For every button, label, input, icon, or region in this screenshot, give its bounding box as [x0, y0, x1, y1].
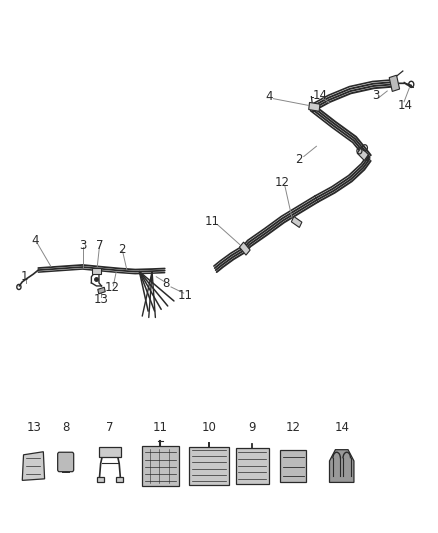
- Text: 4: 4: [31, 235, 39, 247]
- Polygon shape: [329, 450, 353, 482]
- Text: 12: 12: [274, 175, 289, 189]
- Polygon shape: [389, 75, 399, 92]
- Text: 11: 11: [177, 289, 192, 302]
- Text: 13: 13: [27, 421, 42, 434]
- Polygon shape: [239, 242, 250, 255]
- Polygon shape: [92, 268, 100, 273]
- FancyBboxPatch shape: [98, 447, 121, 457]
- Text: 2: 2: [118, 243, 125, 256]
- Text: 3: 3: [371, 88, 378, 102]
- Text: 12: 12: [105, 281, 120, 295]
- Text: 7: 7: [106, 421, 113, 434]
- Text: 2: 2: [294, 152, 302, 166]
- FancyBboxPatch shape: [189, 447, 228, 485]
- Polygon shape: [308, 102, 319, 111]
- Polygon shape: [22, 452, 45, 480]
- FancyBboxPatch shape: [57, 452, 74, 472]
- Text: 10: 10: [201, 421, 216, 434]
- Text: 14: 14: [396, 99, 411, 112]
- Text: 13: 13: [93, 293, 108, 306]
- Text: 4: 4: [265, 90, 272, 103]
- Text: 11: 11: [204, 215, 219, 228]
- Text: 1: 1: [21, 270, 28, 283]
- Polygon shape: [291, 216, 301, 228]
- Polygon shape: [98, 287, 105, 294]
- Text: 8: 8: [62, 421, 69, 434]
- Text: 14: 14: [333, 421, 348, 434]
- Text: 14: 14: [311, 88, 327, 102]
- Text: 8: 8: [162, 277, 169, 290]
- Text: 9: 9: [248, 421, 255, 434]
- FancyBboxPatch shape: [142, 446, 178, 486]
- Text: 3: 3: [79, 238, 86, 252]
- FancyBboxPatch shape: [235, 448, 268, 484]
- FancyBboxPatch shape: [279, 450, 306, 482]
- Text: 12: 12: [285, 421, 300, 434]
- Polygon shape: [357, 147, 367, 160]
- Text: 7: 7: [95, 238, 103, 252]
- FancyBboxPatch shape: [97, 477, 103, 482]
- FancyBboxPatch shape: [116, 477, 123, 482]
- Text: 11: 11: [153, 421, 168, 434]
